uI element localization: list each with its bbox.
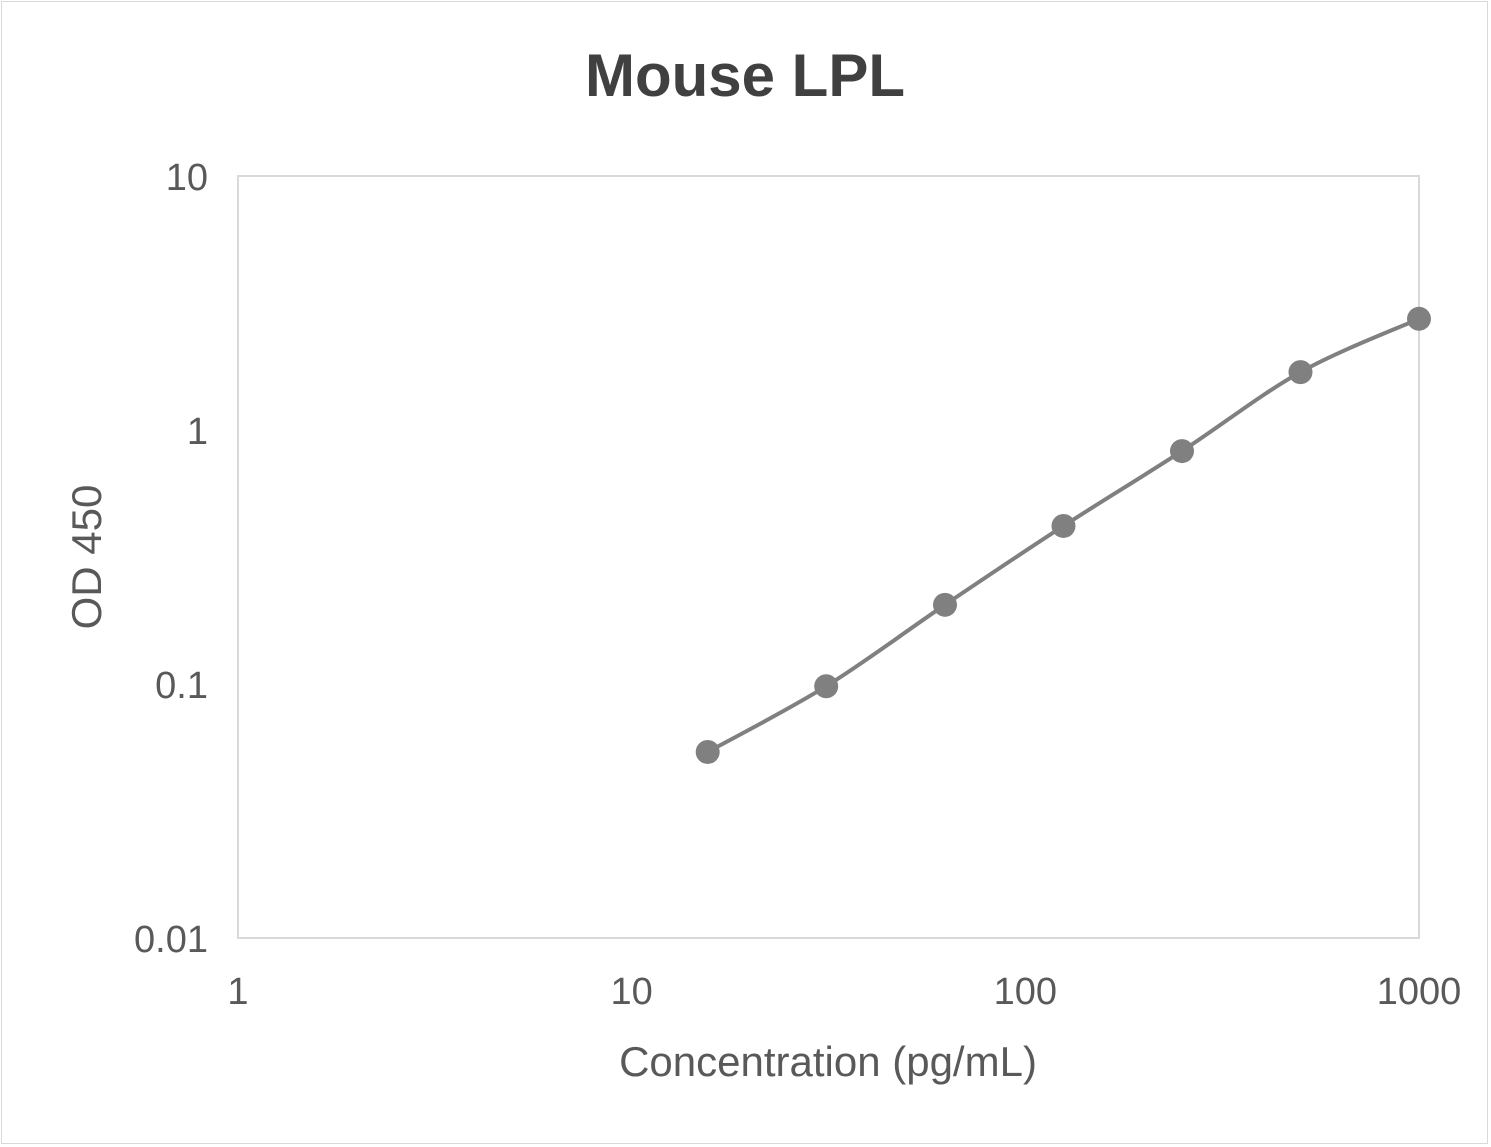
data-point [1169,439,1194,464]
data-point [932,592,957,617]
data-point [814,674,839,699]
chart-title: Mouse LPL [585,42,905,109]
data-point [1288,360,1313,385]
plot-area [237,175,1420,939]
data-point [1407,306,1431,331]
y-tick-label: 0.1 [155,665,208,707]
x-tick-label: 10 [611,971,653,1013]
y-tick-label: 10 [166,157,208,199]
x-tick-label: 1 [227,971,248,1013]
y-axis-label: OD 450 [63,485,110,630]
data-point [695,739,720,764]
y-tick-label: 1 [187,411,208,453]
x-tick-label: 1000 [1377,971,1462,1013]
x-axis-label: Concentration (pg/mL) [619,1038,1037,1085]
y-tick-label: 0.01 [134,919,208,961]
data-point [1051,513,1076,538]
x-tick-label: 100 [994,971,1057,1013]
